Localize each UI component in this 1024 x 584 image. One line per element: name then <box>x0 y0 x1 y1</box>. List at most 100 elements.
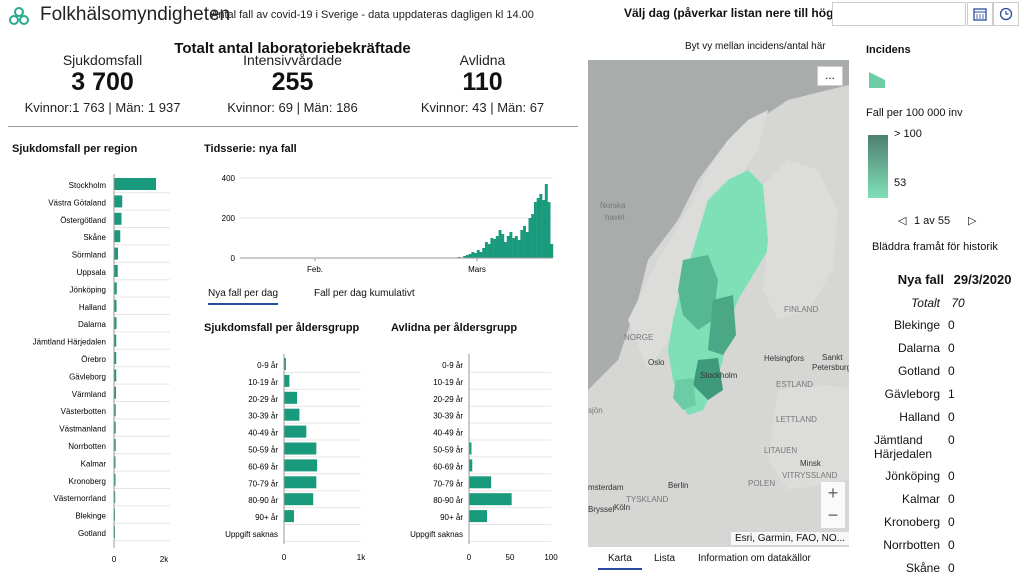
stat-cases-value: 3 700 <box>20 68 185 97</box>
region-bar[interactable] <box>114 178 156 190</box>
ts-bar[interactable] <box>529 218 532 258</box>
age-bar[interactable] <box>284 426 306 438</box>
ts-bar[interactable] <box>507 236 510 258</box>
daily-total-value: 70 <box>951 296 964 310</box>
ts-bar[interactable] <box>512 238 515 258</box>
region-label: Norrbotten <box>68 442 106 451</box>
tab-new-cases[interactable]: Nya fall per dag <box>208 288 278 305</box>
map-label-berlin: Berlin <box>668 481 688 490</box>
ts-bar[interactable] <box>499 230 502 258</box>
tab-cumulative[interactable]: Fall per dag kumulativt <box>314 288 415 299</box>
region-label: Gotland <box>78 529 106 538</box>
age-bar[interactable] <box>284 493 313 505</box>
region-tick: 0 <box>112 555 117 564</box>
tab-map[interactable]: Karta <box>598 553 642 570</box>
stat-deaths-label: Avlidna <box>400 52 565 68</box>
ts-bar[interactable] <box>488 244 491 258</box>
map-label-sjon: sjön <box>588 406 603 415</box>
region-label: Gävleborg <box>69 372 106 381</box>
time-button[interactable] <box>993 2 1019 26</box>
ts-bar[interactable] <box>474 253 477 258</box>
ts-bar[interactable] <box>537 198 540 258</box>
ts-bar[interactable] <box>531 214 534 258</box>
age-bar[interactable] <box>469 493 512 505</box>
ts-bar[interactable] <box>515 236 518 258</box>
ts-bar[interactable] <box>490 238 493 258</box>
region-bar[interactable] <box>114 265 118 277</box>
ts-bar[interactable] <box>477 250 480 258</box>
map-label-polen: POLEN <box>748 479 775 488</box>
age-bar[interactable] <box>284 510 294 522</box>
region-label: Kronoberg <box>69 477 106 486</box>
ts-bar[interactable] <box>501 234 504 258</box>
region-bar[interactable] <box>114 195 122 207</box>
ts-bar[interactable] <box>545 184 548 258</box>
ts-bar[interactable] <box>493 239 496 258</box>
ts-bar[interactable] <box>496 236 499 258</box>
daily-row-name: Norrbotten <box>866 538 940 552</box>
ts-bar[interactable] <box>548 202 551 258</box>
map[interactable]: Norska havet FINLAND NORGE Oslo Stockhol… <box>588 60 849 547</box>
ts-bar[interactable] <box>542 200 545 258</box>
region-bar[interactable] <box>114 213 122 225</box>
age-label: 70-79 år <box>248 479 278 488</box>
region-label: Kalmar <box>81 459 107 468</box>
ts-bar[interactable] <box>480 252 483 258</box>
age-bar[interactable] <box>284 375 289 387</box>
age-tick: 50 <box>506 553 515 562</box>
daily-header-date: 29/3/2020 <box>954 272 1012 287</box>
age-bar[interactable] <box>284 409 299 421</box>
region-label: Jönköping <box>70 285 106 294</box>
ts-bar[interactable] <box>520 230 523 258</box>
ts-bar[interactable] <box>518 240 521 258</box>
ts-bar[interactable] <box>485 242 488 258</box>
region-label: Uppsala <box>77 268 107 277</box>
map-label-tyskland: TYSKLAND <box>626 495 668 504</box>
ts-bar[interactable] <box>471 252 474 258</box>
date-input[interactable] <box>832 2 966 26</box>
daily-row-name: Blekinge <box>866 318 940 332</box>
age-label: 50-59 år <box>433 446 463 455</box>
ts-bar[interactable] <box>526 232 529 258</box>
age-bar[interactable] <box>284 459 317 471</box>
ts-bar[interactable] <box>504 242 507 258</box>
age-label: 60-69 år <box>248 462 278 471</box>
ts-bar[interactable] <box>469 254 472 258</box>
age-bar[interactable] <box>284 476 316 488</box>
ts-bar[interactable] <box>534 202 537 258</box>
tab-list[interactable]: Lista <box>654 553 675 564</box>
region-label: Östergötland <box>60 216 106 225</box>
age-bar[interactable] <box>469 476 491 488</box>
age-bar[interactable] <box>284 443 316 455</box>
map-toggle-text[interactable]: Byt vy mellan incidens/antal här <box>685 41 826 52</box>
pager-next-button[interactable]: ▷ <box>968 214 976 227</box>
age-bar[interactable] <box>469 510 487 522</box>
region-label: Skåne <box>83 233 106 242</box>
daily-row-name: Dalarna <box>866 341 940 355</box>
map-attribution[interactable]: Esri, Garmin, FAO, NO... <box>731 532 849 545</box>
calendar-button[interactable] <box>967 2 993 26</box>
daily-row-value: 0 <box>948 515 955 529</box>
map-more-button[interactable]: ... <box>817 66 843 86</box>
ts-bar[interactable] <box>509 232 512 258</box>
region-bar[interactable] <box>114 248 118 260</box>
tab-data-sources[interactable]: Information om datakällor <box>698 553 811 564</box>
age-label: Uppgift saknas <box>410 530 463 539</box>
legend-title: Incidens <box>866 44 911 56</box>
region-bar[interactable] <box>114 230 120 242</box>
zoom-out-button[interactable]: − <box>821 505 845 528</box>
daily-header-label: Nya fall <box>866 272 944 287</box>
age-bar[interactable] <box>284 392 297 404</box>
daily-row-value: 0 <box>948 364 955 378</box>
ts-bar[interactable] <box>482 248 485 258</box>
zoom-in-button[interactable]: + <box>821 482 845 505</box>
ts-bar[interactable] <box>523 226 526 258</box>
ts-bar[interactable] <box>539 194 542 258</box>
ts-ytick: 400 <box>222 174 236 183</box>
ts-bar[interactable] <box>550 244 553 258</box>
pager-prev-button[interactable]: ◁ <box>898 214 906 227</box>
